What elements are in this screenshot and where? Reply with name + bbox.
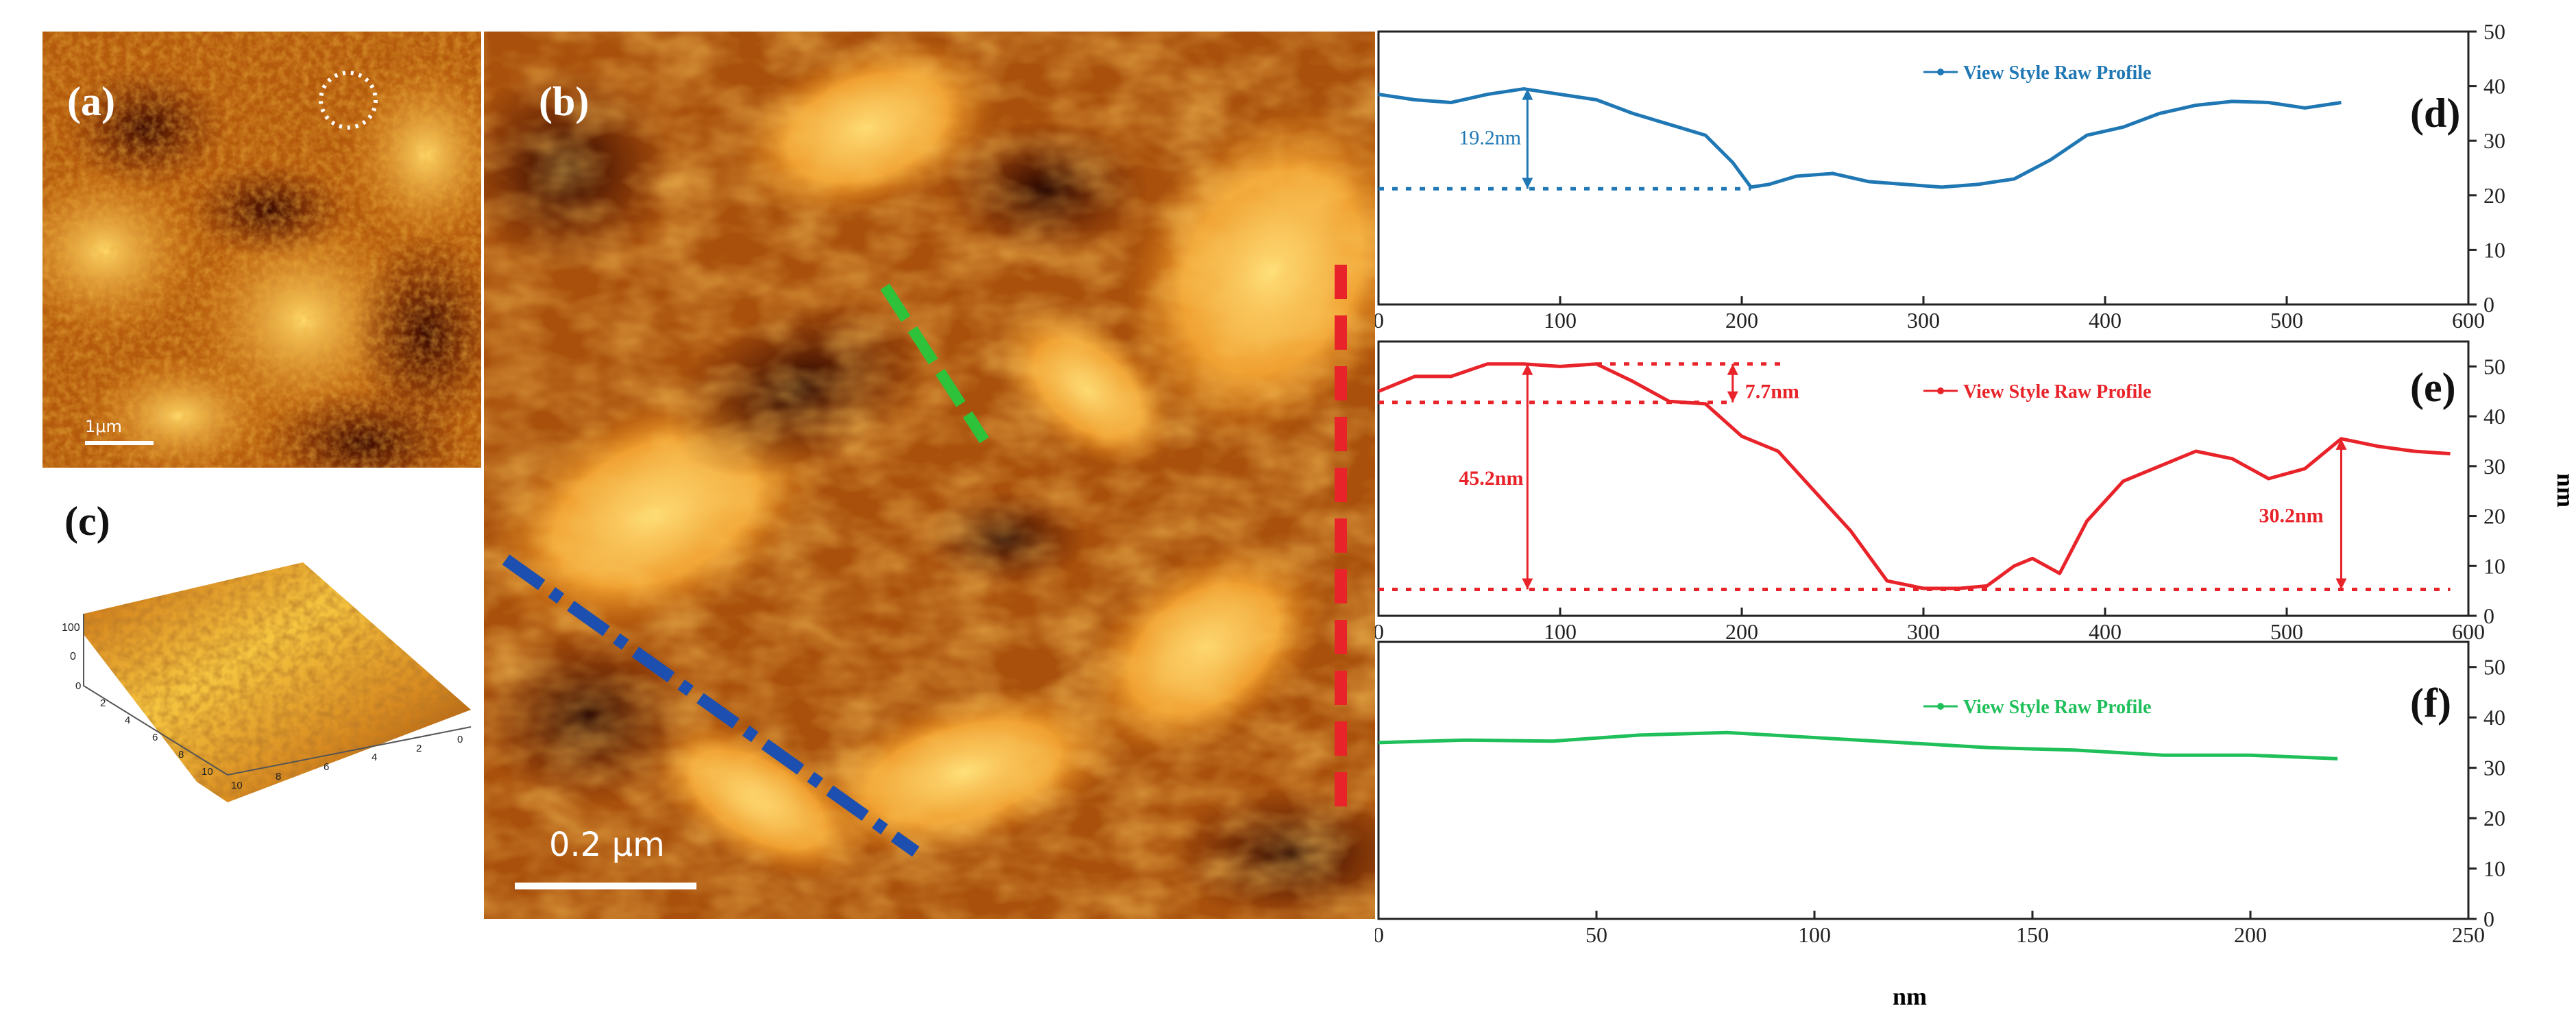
annotation-label: 45.2nm — [1459, 467, 1523, 490]
tick-3d-front: 2 — [100, 697, 106, 709]
profile-line-green — [880, 283, 989, 444]
arrow-head-bottom — [1727, 391, 1738, 403]
x-tick-label: 300 — [1907, 619, 1940, 644]
tick-3d-left-top: 100 — [62, 622, 80, 634]
legend-text: View Style Raw Profile — [1963, 697, 2152, 718]
scale-label-a: 1μm — [85, 417, 122, 436]
tick-3d-right: 10 — [231, 780, 243, 791]
afm-image-a: (a) 1μm — [42, 32, 481, 468]
x-tick-label: 50 — [1585, 922, 1607, 947]
x-tick-label: 200 — [2234, 922, 2267, 947]
tick-3d-front: 10 — [202, 766, 213, 778]
arrow-head-bottom — [1522, 578, 1533, 590]
x-tick-label: 0 — [1375, 619, 1384, 644]
arrow-head-bottom — [2335, 578, 2347, 590]
tick-3d-right: 4 — [372, 752, 377, 763]
arrow-head-top — [1727, 363, 1738, 375]
y-tick-label: 50 — [2483, 354, 2505, 379]
x-tick-label: 200 — [1725, 619, 1758, 644]
x-tick-label: 500 — [2270, 619, 2303, 644]
y-tick-label: 40 — [2483, 404, 2505, 429]
x-tick-label: 0 — [1375, 922, 1384, 947]
plot-frame — [1377, 340, 2470, 617]
panel-label-a: (a) — [67, 79, 115, 124]
annotation-label: 30.2nm — [2259, 505, 2324, 527]
tick-3d-front: 4 — [125, 715, 130, 726]
x-axis-label: nm — [1893, 983, 1927, 1010]
tick-3d-front: 6 — [152, 732, 158, 743]
y-tick-label: 0 — [2483, 603, 2494, 628]
scale-label-b: 0.2 μm — [549, 826, 665, 864]
y-tick-label: 0 — [2483, 907, 2494, 931]
annotation-label: 7.7nm — [1745, 381, 1799, 403]
tick-3d-front: 8 — [178, 749, 184, 760]
afm-image-b: (b) 0.2 μm — [484, 32, 1375, 919]
afm-texture-a — [42, 32, 481, 468]
profile-line-series — [1378, 730, 2338, 760]
y-tick-label: 50 — [2483, 19, 2505, 44]
x-tick-label: 300 — [1907, 308, 1940, 333]
arrow-head-bottom — [1522, 178, 1533, 189]
profile-line-series — [1378, 362, 2451, 590]
tick-3d-right: 6 — [324, 761, 329, 773]
annotation-label: 19.2nm — [1459, 126, 1521, 149]
panel-label: (e) — [2410, 365, 2456, 410]
y-tick-label: 20 — [2483, 183, 2505, 208]
y-tick-label: 30 — [2483, 454, 2505, 479]
y-tick-label: 10 — [2483, 857, 2505, 881]
plot-frame — [1377, 640, 2470, 920]
y-tick-label: 40 — [2483, 74, 2505, 99]
panel-label-c: (c) — [64, 499, 110, 544]
x-tick-label: 200 — [1725, 308, 1758, 333]
profile-line-blue — [502, 554, 920, 857]
legend-text: View Style Raw Profile — [1963, 381, 2152, 403]
legend-text: View Style Raw Profile — [1963, 62, 2152, 84]
legend-marker — [1937, 387, 1944, 394]
x-tick-label: 100 — [1798, 922, 1831, 947]
y-axis-label: nm — [2552, 473, 2576, 507]
tick-3d-right: 8 — [276, 771, 281, 782]
x-tick-label: 250 — [2452, 922, 2485, 947]
y-tick-label: 50 — [2483, 655, 2505, 680]
y-tick-label: 10 — [2483, 553, 2505, 578]
dotted-circle-marker — [319, 71, 378, 130]
y-tick-label: 10 — [2483, 237, 2505, 262]
x-tick-label: 400 — [2089, 308, 2122, 333]
panel-label: (d) — [2410, 91, 2460, 136]
arrow-head-top — [2335, 438, 2347, 450]
legend-marker — [1937, 69, 1944, 75]
x-tick-label: 600 — [2452, 308, 2485, 333]
y-tick-label: 0 — [2483, 292, 2494, 317]
afm-3d-surface: 100 0 0 2 4 6 8 10 10 8 6 4 2 0 — [62, 562, 472, 802]
arrow-head-top — [1522, 363, 1533, 375]
x-tick-label: 100 — [1544, 308, 1577, 333]
x-tick-label: 150 — [2016, 922, 2049, 947]
y-tick-label: 20 — [2483, 504, 2505, 529]
y-tick-label: 30 — [2483, 128, 2505, 153]
tick-3d-left-bottom: 0 — [70, 651, 76, 662]
x-tick-label: 400 — [2089, 619, 2122, 644]
y-tick-label: 30 — [2483, 756, 2505, 780]
afm-3d-panel-c: (c) 100 0 0 2 4 6 8 10 10 8 6 4 2 0 — [42, 480, 481, 802]
x-tick-label: 500 — [2270, 308, 2303, 333]
tick-3d-right: 2 — [416, 743, 422, 754]
tick-3d-right: 0 — [457, 734, 463, 745]
profile-line-series — [1378, 87, 2342, 189]
x-tick-label: 0 — [1375, 308, 1384, 333]
tick-3d-front: 0 — [75, 680, 81, 692]
legend-marker — [1937, 703, 1944, 710]
afm-texture-b — [484, 32, 1375, 919]
panel-label-b: (b) — [539, 79, 590, 124]
x-tick-label: 600 — [2452, 619, 2485, 644]
x-tick-label: 100 — [1544, 619, 1577, 644]
y-tick-label: 40 — [2483, 705, 2505, 730]
y-tick-label: 20 — [2483, 806, 2505, 830]
panel-label: (f) — [2410, 680, 2451, 726]
arrow-head-top — [1522, 88, 1533, 100]
